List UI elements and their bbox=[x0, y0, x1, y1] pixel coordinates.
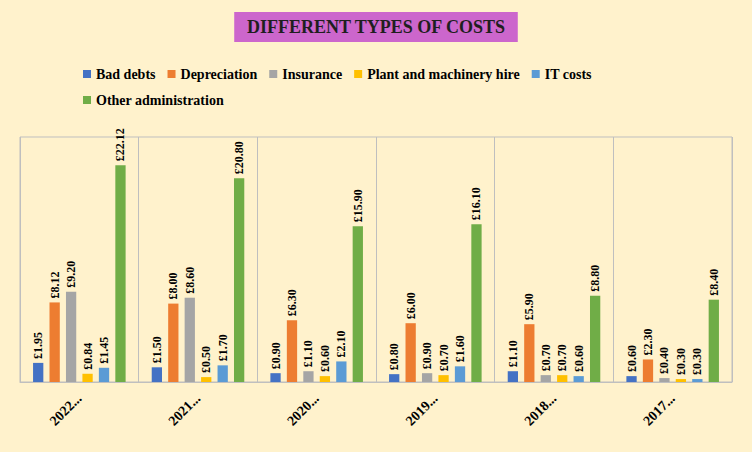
svg-text:£1.60: £1.60 bbox=[453, 335, 467, 362]
svg-text:£16.10: £16.10 bbox=[469, 187, 483, 220]
svg-text:£8.12: £8.12 bbox=[48, 271, 62, 298]
svg-text:£15.90: £15.90 bbox=[351, 189, 365, 222]
svg-text:2021...: 2021... bbox=[165, 391, 203, 429]
svg-text:Insurance: Insurance bbox=[282, 67, 342, 82]
svg-text:£0.30: £0.30 bbox=[674, 348, 688, 375]
svg-text:£0.70: £0.70 bbox=[539, 344, 553, 371]
svg-text:Plant and machinery hire: Plant and machinery hire bbox=[367, 67, 520, 82]
svg-text:£0.60: £0.60 bbox=[625, 345, 639, 372]
svg-text:2022...: 2022... bbox=[47, 391, 85, 429]
svg-text:£2.10: £2.10 bbox=[334, 330, 348, 357]
svg-text:£1.45: £1.45 bbox=[97, 337, 111, 364]
svg-text:£1.50: £1.50 bbox=[150, 336, 164, 363]
svg-text:£0.80: £0.80 bbox=[387, 343, 401, 370]
svg-text:£20.80: £20.80 bbox=[232, 141, 246, 174]
svg-text:£1.10: £1.10 bbox=[301, 340, 315, 367]
svg-text:£0.90: £0.90 bbox=[420, 342, 434, 369]
svg-text:£1.95: £1.95 bbox=[31, 332, 45, 359]
svg-text:£0.40: £0.40 bbox=[657, 347, 671, 374]
svg-text:£0.30: £0.30 bbox=[690, 348, 704, 375]
svg-text:£5.90: £5.90 bbox=[522, 293, 536, 320]
svg-text:£1.10: £1.10 bbox=[506, 340, 520, 367]
svg-text:£0.50: £0.50 bbox=[199, 346, 213, 373]
svg-text:£0.60: £0.60 bbox=[572, 345, 586, 372]
svg-text:£0.60: £0.60 bbox=[318, 345, 332, 372]
svg-text:£0.84: £0.84 bbox=[81, 343, 95, 370]
svg-text:2018...: 2018... bbox=[521, 391, 559, 429]
svg-text:DIFFERENT TYPES OF COSTS: DIFFERENT TYPES OF COSTS bbox=[247, 17, 505, 37]
svg-text:£0.70: £0.70 bbox=[437, 344, 451, 371]
svg-text:IT costs: IT costs bbox=[545, 67, 592, 82]
svg-text:£0.90: £0.90 bbox=[269, 342, 283, 369]
svg-text:£8.40: £8.40 bbox=[707, 269, 721, 296]
svg-text:Depreciation: Depreciation bbox=[181, 67, 258, 82]
svg-text:£6.30: £6.30 bbox=[285, 289, 299, 316]
svg-text:Other administration: Other administration bbox=[96, 93, 224, 108]
svg-text:2020...: 2020... bbox=[284, 391, 322, 429]
svg-text:£8.60: £8.60 bbox=[183, 267, 197, 294]
svg-text:£8.80: £8.80 bbox=[588, 265, 602, 292]
svg-text:£6.00: £6.00 bbox=[404, 292, 418, 319]
svg-text:£2.30: £2.30 bbox=[641, 328, 655, 355]
svg-text:Bad debts: Bad debts bbox=[96, 67, 156, 82]
svg-text:£1.70: £1.70 bbox=[216, 334, 230, 361]
svg-text:£22.12: £22.12 bbox=[113, 128, 127, 161]
svg-text:2017...: 2017... bbox=[640, 391, 678, 429]
svg-text:£0.70: £0.70 bbox=[555, 344, 569, 371]
svg-text:£9.20: £9.20 bbox=[64, 261, 78, 288]
svg-text:2019...: 2019... bbox=[403, 391, 441, 429]
svg-text:£8.00: £8.00 bbox=[166, 273, 180, 300]
